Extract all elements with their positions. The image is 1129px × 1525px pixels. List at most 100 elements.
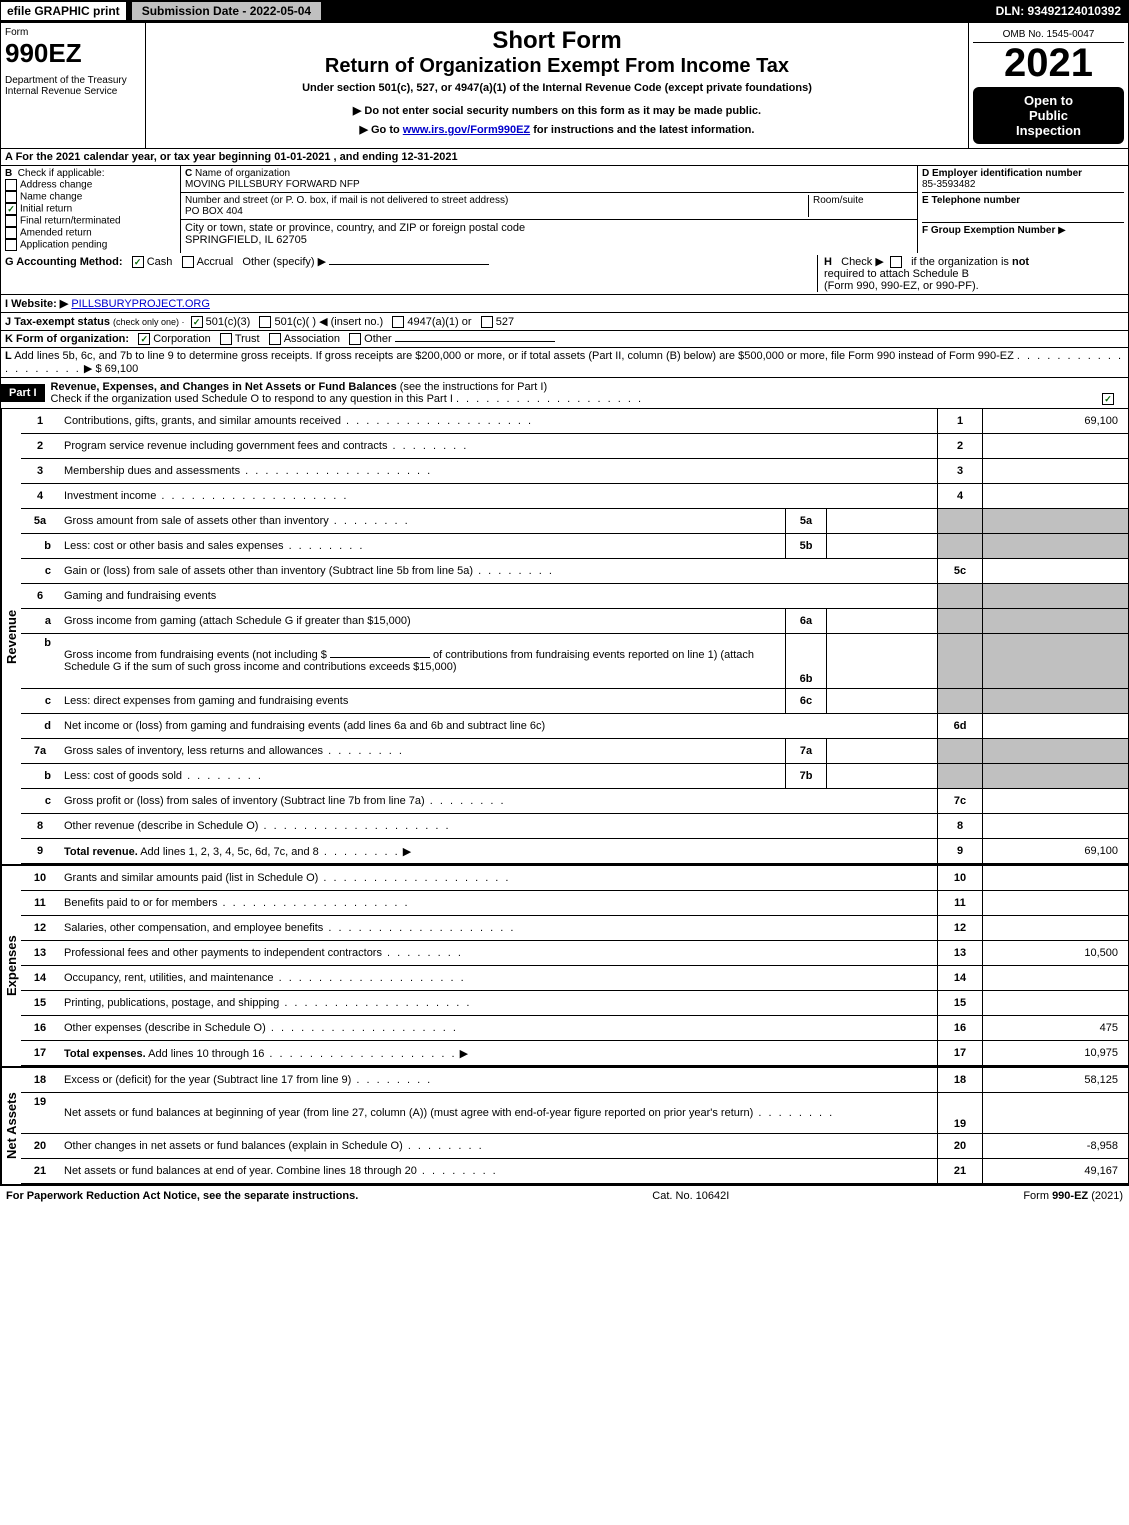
submission-date: Submission Date - 2022-05-04 <box>131 1 322 21</box>
line-12: 12Salaries, other compensation, and empl… <box>21 916 1128 941</box>
line-5c-num: 5c <box>938 559 983 584</box>
city-box: City or town, state or province, country… <box>181 220 917 248</box>
goto-link[interactable]: www.irs.gov/Form990EZ <box>403 124 530 136</box>
checkbox-trust[interactable] <box>220 333 232 345</box>
section-g: G Accounting Method: Cash Accrual Other … <box>5 255 817 292</box>
efile-label: efile GRAPHIC print <box>0 1 127 21</box>
line-20-val: -8,958 <box>983 1134 1129 1159</box>
line-7a-mid: 7a <box>786 739 827 764</box>
line-6d-num: 6d <box>938 714 983 739</box>
f-row: F Group Exemption Number <box>922 222 1124 236</box>
line-6b-mid: 6b <box>786 634 827 689</box>
line-4-val <box>983 484 1129 509</box>
city-label: City or town, state or province, country… <box>185 222 525 234</box>
g-label: G Accounting Method: <box>5 256 123 268</box>
g-cash: Cash <box>147 256 173 268</box>
checkbox-527[interactable] <box>481 316 493 328</box>
j-opt2: 501(c)( ) ◀ (insert no.) <box>274 316 383 328</box>
expenses-table: 10Grants and similar amounts paid (list … <box>21 866 1128 1066</box>
section-l: L Add lines 5b, 6c, and 7b to line 9 to … <box>0 348 1129 378</box>
k-trust: Trust <box>235 333 260 345</box>
section-def: D Employer identification number 85-3593… <box>918 166 1128 253</box>
line-12-val <box>983 916 1129 941</box>
line-17-val: 10,975 <box>983 1041 1129 1066</box>
line-5c: c Gain or (loss) from sale of assets oth… <box>21 559 1128 584</box>
line-5a-mid: 5a <box>786 509 827 534</box>
line-19: 19Net assets or fund balances at beginni… <box>21 1093 1128 1134</box>
checkbox-other-org[interactable] <box>349 333 361 345</box>
short-form-title: Short Form <box>150 27 964 55</box>
line-2: 2 Program service revenue including gove… <box>21 434 1128 459</box>
line-16-val: 475 <box>983 1016 1129 1041</box>
line-2-num: 2 <box>938 434 983 459</box>
line-21: 21Net assets or fund balances at end of … <box>21 1159 1128 1184</box>
line-5a: 5a Gross amount from sale of assets othe… <box>21 509 1128 534</box>
checkbox-name-change[interactable] <box>5 191 17 203</box>
checkbox-final-return[interactable] <box>5 215 17 227</box>
e-label: E Telephone number <box>922 192 1124 206</box>
checkbox-association[interactable] <box>269 333 281 345</box>
checkbox-address-change[interactable] <box>5 179 17 191</box>
line-16-desc: Other expenses (describe in Schedule O) <box>64 1022 266 1034</box>
line-10: 10Grants and similar amounts paid (list … <box>21 866 1128 891</box>
checkbox-initial-return[interactable] <box>5 203 17 215</box>
f-label: F Group Exemption Number <box>922 225 1055 236</box>
line-9: 9 Total revenue. Add lines 1, 2, 3, 4, 5… <box>21 839 1128 864</box>
footer-left: For Paperwork Reduction Act Notice, see … <box>6 1190 358 1202</box>
checkbox-501c3[interactable] <box>191 316 203 328</box>
line-1-val: 69,100 <box>983 409 1129 434</box>
line-4-num: 4 <box>938 484 983 509</box>
line-16-num: 16 <box>938 1016 983 1041</box>
checkbox-501c[interactable] <box>259 316 271 328</box>
checkbox-accrual[interactable] <box>182 256 194 268</box>
line-9-desc: Total revenue. <box>64 846 138 858</box>
line-7a-desc: Gross sales of inventory, less returns a… <box>64 745 323 757</box>
l-text: Add lines 5b, 6c, and 7b to line 9 to de… <box>14 350 1014 362</box>
line-6b: b Gross income from fundraising events (… <box>21 634 1128 689</box>
section-h: H Check ▶ if the organization is not req… <box>817 255 1124 292</box>
name-of-org-label: Name of organization <box>195 168 290 179</box>
line-13-desc: Professional fees and other payments to … <box>64 947 382 959</box>
line-14-desc: Occupancy, rent, utilities, and maintena… <box>64 972 274 984</box>
line-20-desc: Other changes in net assets or fund bala… <box>64 1140 403 1152</box>
line-10-val <box>983 866 1129 891</box>
line-13-val: 10,500 <box>983 941 1129 966</box>
checkbox-application-pending[interactable] <box>5 239 17 251</box>
goto-line: Go to www.irs.gov/Form990EZ for instruct… <box>150 123 964 136</box>
line-7c-desc: Gross profit or (loss) from sales of inv… <box>64 795 425 807</box>
line-7b-mid: 7b <box>786 764 827 789</box>
checkbox-amended-return[interactable] <box>5 227 17 239</box>
website-link[interactable]: PILLSBURYPROJECT.ORG <box>71 298 210 310</box>
line-6d: d Net income or (loss) from gaming and f… <box>21 714 1128 739</box>
checkbox-schedule-b[interactable] <box>890 256 902 268</box>
line-20: 20 Other changes in net assets or fund ba… <box>21 1134 1128 1159</box>
line-21-val: 49,167 <box>983 1159 1129 1184</box>
checkbox-corporation[interactable] <box>138 333 150 345</box>
line-9-val: 69,100 <box>983 839 1129 864</box>
line-12-desc: Salaries, other compensation, and employ… <box>64 922 323 934</box>
line-18: 18Excess or (deficit) for the year (Subt… <box>21 1068 1128 1093</box>
b-item-1: Name change <box>20 192 82 203</box>
line-20-num: 20 <box>938 1134 983 1159</box>
line-15-num: 15 <box>938 991 983 1016</box>
line-15-val <box>983 991 1129 1016</box>
line-6a-mid: 6a <box>786 609 827 634</box>
part1-check-line: Check if the organization used Schedule … <box>51 393 453 405</box>
top-bar: efile GRAPHIC print Submission Date - 20… <box>0 0 1129 22</box>
line-17-num: 17 <box>938 1041 983 1066</box>
checkbox-4947[interactable] <box>392 316 404 328</box>
inspection-line3: Inspection <box>979 123 1118 138</box>
footer-right-form: 990-EZ <box>1052 1190 1088 1202</box>
line-6c-desc: Less: direct expenses from gaming and fu… <box>64 695 348 707</box>
d-label: D Employer identification number <box>922 168 1124 179</box>
checkbox-schedule-o[interactable] <box>1102 393 1114 405</box>
checkbox-cash[interactable] <box>132 256 144 268</box>
line-18-val: 58,125 <box>983 1068 1129 1093</box>
tax-year: 2021 <box>973 43 1124 83</box>
line-6b-desc1: Gross income from fundraising events (no… <box>64 649 327 661</box>
row-gh: G Accounting Method: Cash Accrual Other … <box>0 253 1129 295</box>
form-number: 990EZ <box>5 38 141 69</box>
netassets-table: 18Excess or (deficit) for the year (Subt… <box>21 1068 1128 1184</box>
line-9-desc2: Add lines 1, 2, 3, 4, 5c, 6d, 7c, and 8 <box>138 846 319 858</box>
g-accrual: Accrual <box>197 256 234 268</box>
